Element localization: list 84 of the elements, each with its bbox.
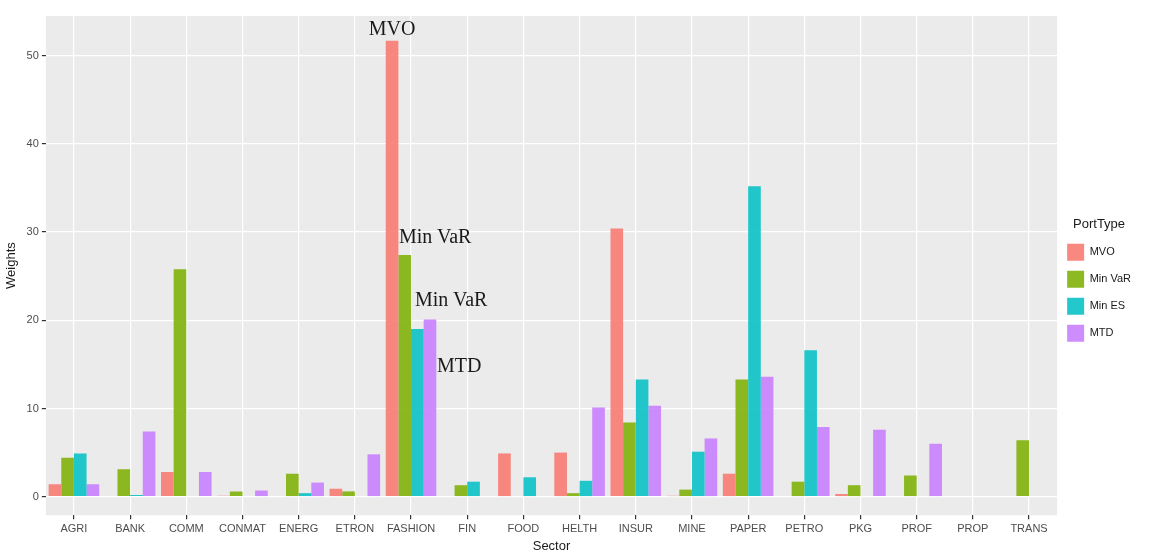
bar bbox=[48, 484, 62, 497]
legend-label: MTD bbox=[1089, 326, 1114, 339]
x-tick-label: PROP bbox=[957, 521, 989, 534]
bar bbox=[791, 481, 805, 497]
annotation: MTD bbox=[437, 353, 482, 376]
x-tick-label: TRANS bbox=[1010, 521, 1048, 534]
bar bbox=[423, 319, 437, 497]
bar bbox=[255, 490, 268, 497]
bar bbox=[498, 453, 511, 497]
x-tick-label: FIN bbox=[458, 521, 477, 534]
bar bbox=[735, 379, 749, 497]
bar bbox=[566, 493, 580, 497]
x-tick-label: ENERG bbox=[279, 521, 319, 534]
bar bbox=[142, 431, 156, 497]
bar bbox=[635, 379, 649, 497]
bar bbox=[311, 482, 324, 497]
bar bbox=[286, 473, 299, 497]
y-tick-label: 10 bbox=[26, 401, 39, 414]
bar bbox=[554, 452, 567, 497]
y-tick-label: 0 bbox=[32, 489, 39, 502]
bar bbox=[691, 451, 705, 497]
x-tick-label: INSUR bbox=[618, 521, 653, 534]
bar bbox=[835, 494, 848, 497]
bar bbox=[385, 40, 399, 497]
y-tick-label: 40 bbox=[26, 136, 39, 149]
x-tick-label: CONMAT bbox=[219, 521, 267, 534]
x-axis-title: Sector bbox=[532, 537, 571, 553]
bar bbox=[86, 484, 100, 497]
bar bbox=[367, 454, 381, 497]
bar bbox=[579, 480, 593, 497]
bar bbox=[467, 481, 480, 497]
bar bbox=[592, 407, 605, 497]
bar bbox=[173, 269, 187, 497]
x-tick-label: ETRON bbox=[335, 521, 375, 534]
legend-label: Min ES bbox=[1089, 299, 1126, 312]
bar bbox=[411, 329, 424, 497]
x-tick-label: FOOD bbox=[507, 521, 540, 534]
bar bbox=[73, 453, 87, 497]
x-tick-label: HELTH bbox=[561, 521, 598, 534]
x-tick-label: FASHION bbox=[386, 521, 436, 534]
bar bbox=[342, 491, 355, 497]
y-tick-label: 30 bbox=[26, 225, 39, 238]
annotation: MVO bbox=[368, 16, 416, 39]
bar bbox=[722, 473, 736, 497]
bar bbox=[161, 471, 174, 497]
x-tick-label: PKG bbox=[848, 521, 873, 534]
y-tick-label: 50 bbox=[26, 48, 39, 61]
bar bbox=[748, 186, 761, 497]
bar bbox=[298, 493, 312, 497]
y-tick-label: 20 bbox=[26, 313, 39, 326]
bar bbox=[61, 457, 74, 497]
x-tick-label: PETRO bbox=[785, 521, 824, 534]
bar bbox=[398, 255, 412, 497]
bar bbox=[623, 422, 636, 497]
bar bbox=[929, 443, 942, 497]
bar bbox=[1016, 440, 1030, 497]
x-tick-label: MINE bbox=[678, 521, 706, 534]
x-tick-label: PROF bbox=[901, 521, 933, 534]
bar bbox=[329, 488, 343, 497]
bar bbox=[679, 489, 692, 497]
bar bbox=[704, 438, 718, 497]
bar bbox=[873, 429, 886, 497]
legend-title: PortType bbox=[1073, 216, 1126, 232]
x-tick-label: AGRI bbox=[60, 521, 88, 534]
bar bbox=[523, 477, 537, 497]
y-axis-title: Weights bbox=[3, 241, 19, 289]
bar bbox=[816, 427, 830, 497]
annotation: Min VaR bbox=[399, 225, 473, 248]
legend-label: Min VaR bbox=[1089, 272, 1132, 285]
bar bbox=[760, 376, 774, 497]
annotation: Min VaR bbox=[415, 288, 489, 311]
bar bbox=[454, 485, 468, 497]
bar bbox=[804, 350, 817, 497]
bar bbox=[610, 228, 624, 497]
bar bbox=[117, 469, 131, 497]
bar bbox=[904, 475, 917, 497]
x-tick-label: PAPER bbox=[729, 521, 767, 534]
bar bbox=[198, 471, 212, 497]
legend-label: MVO bbox=[1089, 245, 1116, 258]
bar bbox=[847, 485, 861, 497]
x-tick-label: COMM bbox=[168, 521, 204, 534]
bar bbox=[648, 405, 662, 497]
bar bbox=[229, 491, 243, 497]
x-tick-label: BANK bbox=[115, 521, 146, 534]
